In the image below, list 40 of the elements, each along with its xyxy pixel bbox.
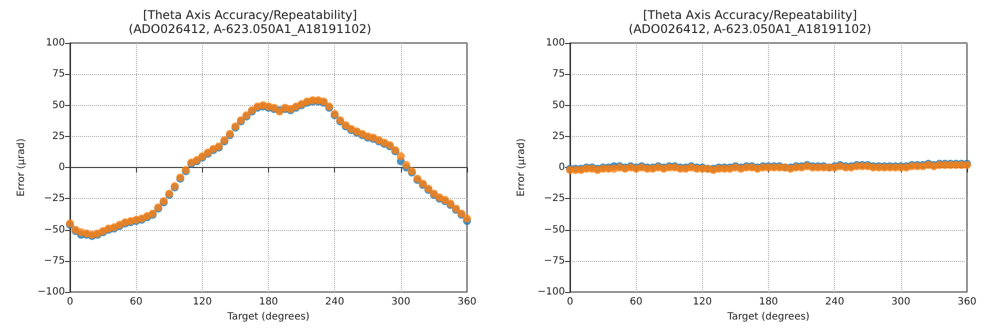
y-tick-label: 0 [558,162,565,173]
y-axis-title: Error (µrad) [16,138,28,197]
chart-subtitle: (ADO026412, A-623.050A1_A18191102) [128,22,372,36]
x-tick-label: 300 [891,296,910,308]
y-tick-label: −25 [544,193,565,204]
x-tick-label: 60 [130,296,143,308]
x-tick-label: 60 [630,296,643,308]
y-tick-label: 0 [58,162,65,173]
chart-title: [Theta Axis Accuracy/Repeatability] [642,8,858,22]
x-tick-label: 240 [325,296,344,308]
x-tick-label: 0 [566,296,574,308]
chart-title: [Theta Axis Accuracy/Repeatability] [142,8,358,22]
x-tick-label: 360 [457,296,477,308]
y-tick-label: −75 [544,255,565,266]
y-tick-label: 100 [546,38,565,48]
y-tick-label: −75 [44,255,65,266]
x-tick-label: 180 [758,296,778,308]
y-tick-label: 75 [552,68,565,80]
y-tick-label: −25 [44,193,65,204]
y-tick-label: 25 [552,130,565,142]
y-tick-label: 25 [52,130,65,142]
x-tick-label: 300 [391,296,410,308]
y-tick-label: 50 [52,100,65,111]
x-axis-title: Target (degrees) [226,312,310,322]
x-tick-label: 0 [66,296,74,308]
y-tick-label: −50 [544,224,565,236]
x-tick-label: 120 [192,296,212,308]
x-tick-label: 120 [692,296,712,308]
y-tick-label: 50 [552,100,565,111]
y-tick-label: 75 [52,68,65,80]
y-tick-label: 100 [46,38,65,48]
x-tick-label: 180 [258,296,278,308]
chart-subtitle: (ADO026412, A-623.050A1_A18191102) [628,22,872,36]
x-tick-label: 360 [957,296,977,308]
y-axis-title: Error (µrad) [516,138,528,197]
y-tick-label: −100 [38,286,65,298]
y-tick-label: −100 [538,286,565,298]
y-tick-label: −50 [44,224,65,236]
x-tick-label: 240 [825,296,844,308]
x-axis-title: Target (degrees) [726,312,810,322]
